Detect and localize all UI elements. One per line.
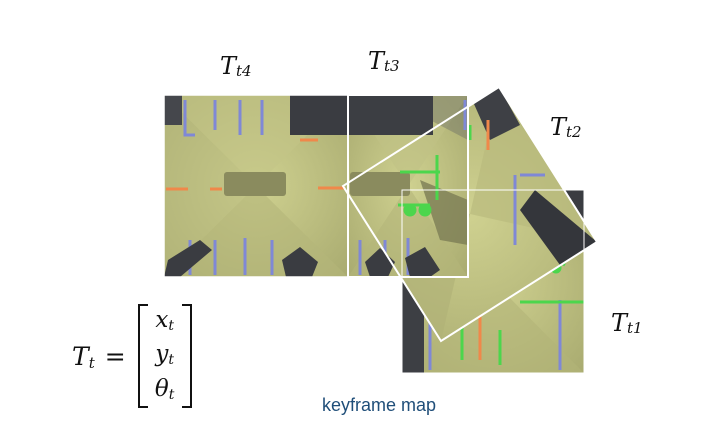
keyframe-t3-border [347, 94, 469, 278]
entry-x: xt [155, 306, 174, 334]
pose-formula: Tt = xt yt θt [72, 304, 192, 408]
caption-keyframe-map: keyframe map [322, 395, 437, 415]
pose-vector: xt yt θt [137, 304, 192, 408]
label-t-t3: Tt3 [368, 47, 400, 75]
left-bracket [137, 304, 148, 408]
keyframe-t3 [348, 95, 468, 277]
label-t-t1: Tt1 [611, 309, 643, 337]
formula-lhs: Tt [72, 341, 95, 372]
keyframe-t4 [164, 95, 348, 277]
label-t-t2: Tt2 [550, 113, 582, 141]
keyframe-t2-border [341, 85, 599, 343]
label-t-t4: Tt4 [220, 52, 252, 80]
entry-y: yt [155, 341, 174, 369]
entry-theta: θt [154, 376, 175, 404]
keyframe-t1-border [401, 189, 585, 374]
right-bracket [181, 304, 192, 408]
formula-equals: = [104, 341, 126, 371]
